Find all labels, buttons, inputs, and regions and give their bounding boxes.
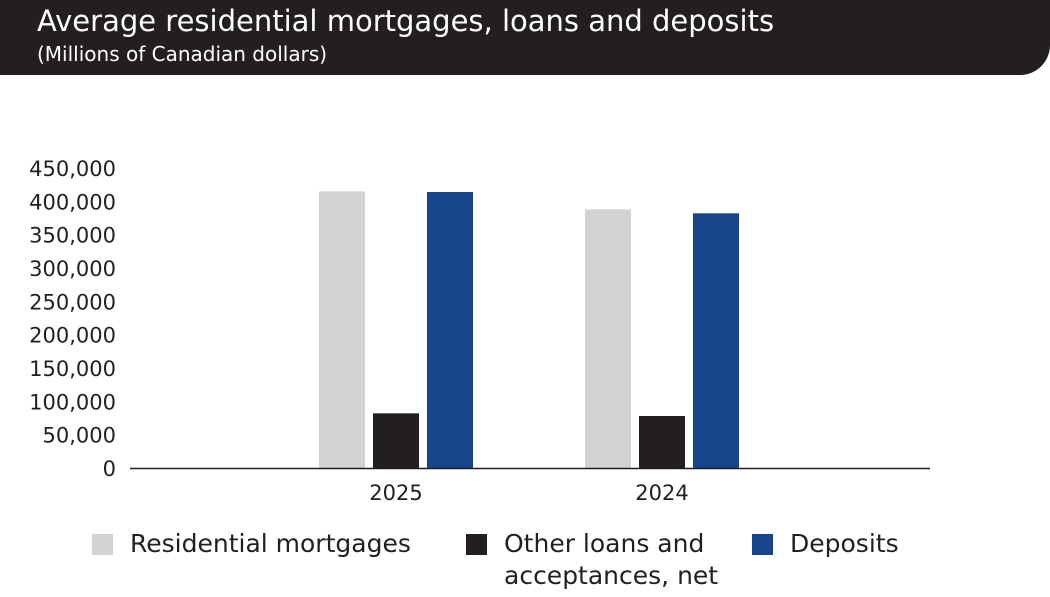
y-tick-label: 200,000 bbox=[29, 324, 116, 348]
y-axis-tick-labels: 0 50,000 100,000 150,000 200,000 250,000 300,0… bbox=[29, 157, 116, 481]
y-tick-label: 300,000 bbox=[29, 257, 116, 281]
bar-other-loans-2025 bbox=[373, 413, 419, 468]
chart-title: Average residential mortgages, loans and… bbox=[37, 4, 775, 38]
legend-label-deposits: Deposits bbox=[790, 529, 899, 558]
y-tick-label: 450,000 bbox=[29, 157, 116, 181]
legend-swatch-other-loans bbox=[466, 534, 487, 555]
bar-deposits-2025 bbox=[427, 192, 473, 468]
legend-swatch-deposits bbox=[752, 534, 773, 555]
legend: Residential mortgages Other loans and ac… bbox=[0, 528, 1050, 597]
bar-deposits-2024 bbox=[693, 213, 739, 468]
y-tick-label: 350,000 bbox=[29, 224, 116, 248]
x-tick-label-2025: 2025 bbox=[369, 481, 422, 505]
legend-item-deposits: Deposits bbox=[752, 528, 899, 560]
legend-swatch-residential-mortgages bbox=[92, 534, 113, 555]
bar-residential-mortgages-2024 bbox=[585, 209, 631, 469]
y-tick-label: 250,000 bbox=[29, 290, 116, 314]
y-tick-label: 0 bbox=[103, 457, 116, 481]
bar-residential-mortgages-2025 bbox=[319, 191, 365, 469]
bars-group bbox=[319, 191, 739, 469]
x-tick-label-2024: 2024 bbox=[635, 481, 688, 505]
y-tick-label: 400,000 bbox=[29, 190, 116, 214]
x-axis-tick-labels: 2025 2024 bbox=[369, 481, 688, 505]
legend-label-other-loans: Other loans and acceptances, net bbox=[504, 529, 719, 590]
y-tick-label: 150,000 bbox=[29, 357, 116, 381]
legend-item-residential-mortgages: Residential mortgages bbox=[92, 528, 411, 560]
y-tick-label: 100,000 bbox=[29, 390, 116, 414]
title-banner: Average residential mortgages, loans and… bbox=[0, 0, 1050, 75]
y-tick-label: 50,000 bbox=[43, 424, 116, 448]
bar-other-loans-2024 bbox=[639, 416, 685, 468]
chart-subtitle: (Millions of Canadian dollars) bbox=[37, 42, 328, 66]
legend-item-other-loans: Other loans and acceptances, net bbox=[466, 528, 718, 592]
legend-label-residential-mortgages: Residential mortgages bbox=[130, 529, 411, 558]
